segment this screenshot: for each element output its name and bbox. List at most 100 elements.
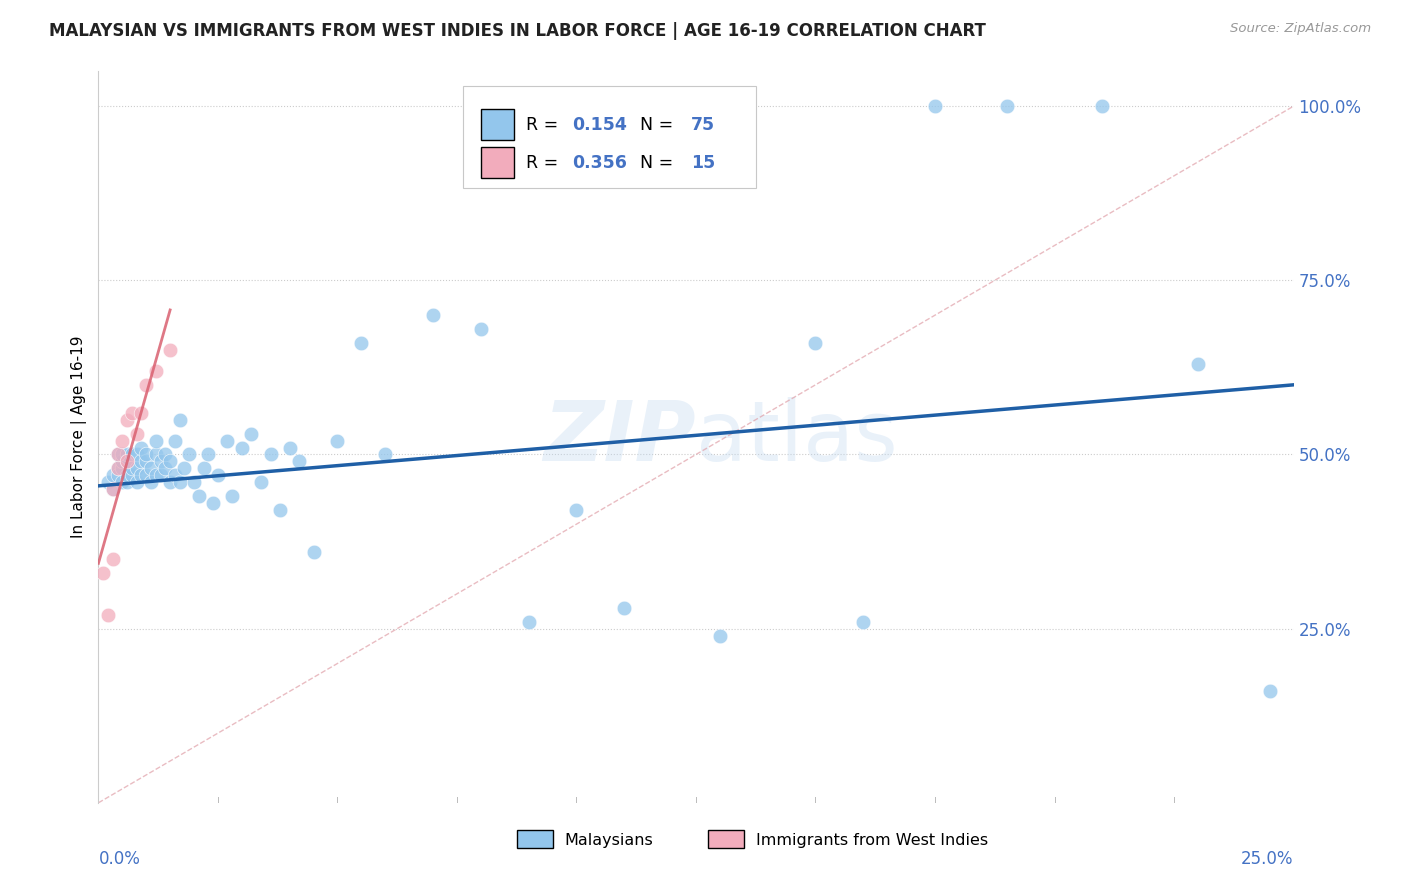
Point (278, 441, 301, 455)
Point (169, 475, 191, 490)
Point (924, 99, 946, 113)
FancyBboxPatch shape (517, 830, 553, 848)
Point (115, 468, 138, 483)
Text: R =: R = (526, 153, 564, 172)
Point (121, 468, 143, 483)
Point (1091, 99, 1114, 113)
Point (613, 600, 636, 615)
Point (159, 475, 181, 490)
Point (101, 483, 124, 497)
Point (121, 461, 143, 475)
Point (804, 336, 827, 351)
Point (173, 461, 195, 475)
Point (179, 448, 201, 462)
Text: 25.0%: 25.0% (1241, 850, 1294, 868)
Point (125, 475, 148, 490)
Point (250, 475, 273, 490)
Text: 15: 15 (692, 153, 716, 172)
Point (163, 468, 186, 483)
Point (139, 475, 162, 490)
Point (115, 454, 138, 468)
Text: MALAYSIAN VS IMMIGRANTS FROM WEST INDIES IN LABOR FORCE | AGE 16-19 CORRELATION : MALAYSIAN VS IMMIGRANTS FROM WEST INDIES… (49, 22, 986, 40)
Point (183, 475, 205, 490)
Text: 0.154: 0.154 (572, 116, 627, 134)
Point (135, 454, 157, 468)
Point (169, 412, 191, 426)
Point (231, 441, 253, 455)
Point (159, 454, 181, 468)
Point (97, 607, 120, 622)
Point (101, 483, 124, 497)
Point (155, 461, 177, 475)
Point (145, 448, 167, 462)
Text: 0.0%: 0.0% (98, 850, 141, 868)
Point (125, 461, 148, 475)
Point (565, 503, 588, 517)
Point (131, 468, 153, 483)
Point (1258, 684, 1281, 698)
Point (125, 426, 148, 441)
Text: atlas: atlas (696, 397, 897, 477)
Point (121, 448, 143, 462)
Point (101, 552, 124, 566)
Point (107, 448, 129, 462)
Point (145, 434, 167, 448)
Point (111, 434, 134, 448)
Point (111, 448, 134, 462)
Y-axis label: In Labor Force | Age 16-19: In Labor Force | Age 16-19 (72, 335, 87, 539)
Point (193, 461, 215, 475)
Text: R =: R = (526, 116, 564, 134)
Point (995, 99, 1018, 113)
Point (149, 468, 172, 483)
FancyBboxPatch shape (463, 86, 756, 188)
Text: N =: N = (628, 153, 679, 172)
Text: Malaysians: Malaysians (565, 833, 654, 848)
Point (91, 566, 114, 580)
Text: N =: N = (628, 116, 679, 134)
Point (207, 468, 229, 483)
Point (107, 461, 129, 475)
Point (121, 406, 143, 420)
FancyBboxPatch shape (481, 110, 515, 140)
Point (107, 461, 129, 475)
Point (350, 336, 373, 351)
Point (131, 406, 153, 420)
Point (115, 454, 138, 468)
Point (107, 468, 129, 483)
Point (131, 441, 153, 455)
Text: Source: ZipAtlas.com: Source: ZipAtlas.com (1230, 22, 1371, 36)
Point (135, 448, 157, 462)
Point (259, 448, 281, 462)
Point (1187, 357, 1209, 371)
Text: ZIP: ZIP (543, 397, 696, 477)
FancyBboxPatch shape (481, 147, 515, 178)
Point (269, 503, 291, 517)
Point (221, 489, 243, 503)
Point (240, 426, 263, 441)
Point (145, 364, 167, 378)
Point (217, 434, 239, 448)
Point (111, 461, 134, 475)
Point (139, 461, 162, 475)
Point (163, 434, 186, 448)
Point (374, 448, 396, 462)
Point (288, 454, 311, 468)
Point (135, 468, 157, 483)
Point (115, 412, 138, 426)
Point (149, 454, 172, 468)
FancyBboxPatch shape (709, 830, 744, 848)
Point (202, 496, 225, 510)
Point (101, 468, 124, 483)
Point (131, 454, 153, 468)
Text: Immigrants from West Indies: Immigrants from West Indies (756, 833, 988, 848)
Text: 0.356: 0.356 (572, 153, 627, 172)
Point (115, 475, 138, 490)
Point (197, 448, 219, 462)
Point (125, 448, 148, 462)
Point (470, 322, 492, 336)
Point (517, 615, 540, 629)
Point (135, 377, 157, 392)
Point (111, 454, 134, 468)
Point (159, 343, 181, 357)
Point (97, 475, 120, 490)
